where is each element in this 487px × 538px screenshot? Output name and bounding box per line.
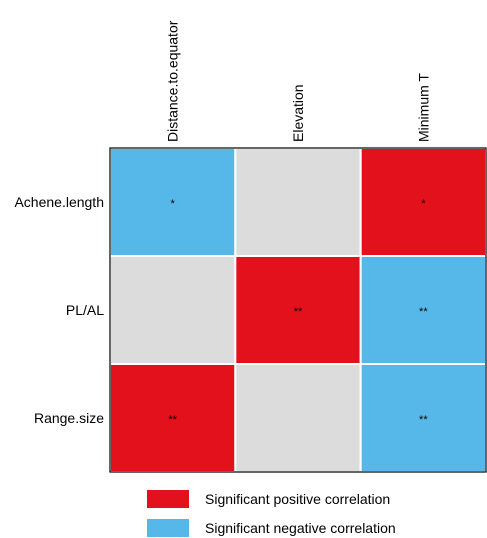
legend-swatch-positive [147, 490, 189, 508]
significance-mark: * [171, 198, 176, 210]
column-labels: Distance.to.equator Elevation Minimum T [165, 20, 432, 142]
significance-mark: ** [419, 414, 428, 426]
heatmap-cell-pl-al-elevation [234, 255, 362, 365]
column-label-elevation: Elevation [290, 84, 306, 142]
heatmap-cell-range-size-minimum-t [359, 363, 487, 473]
significance-mark: ** [294, 306, 303, 318]
heatmap-cell-pl-al-distance-to-equator [109, 255, 237, 365]
legend: Significant positive correlation Signific… [147, 490, 396, 537]
heatmap-cell-achene-length-elevation [234, 147, 362, 257]
heatmap-cells: * *** **** ** [109, 147, 487, 473]
legend-swatch-negative [147, 519, 189, 537]
row-label-range-size: Range.size [34, 410, 104, 426]
heatmap-cell-achene-length-minimum-t [359, 147, 487, 257]
heatmap-cell-achene-length-distance-to-equator [109, 147, 237, 257]
column-label-distance-to-equator: Distance.to.equator [165, 20, 181, 142]
legend-label-negative: Significant negative correlation [205, 520, 396, 536]
legend-label-positive: Significant positive correlation [205, 491, 390, 507]
significance-mark: ** [419, 306, 428, 318]
heatmap-frame [109, 147, 487, 473]
heatmap-cell-range-size-elevation [234, 363, 362, 473]
significance-mark: ** [168, 414, 177, 426]
column-label-minimum-t: Minimum T [415, 73, 431, 142]
row-labels: Achene.length PL/AL Range.size [14, 194, 104, 426]
significance-mark: * [421, 198, 426, 210]
row-label-pl-al: PL/AL [66, 302, 104, 318]
row-label-achene-length: Achene.length [14, 194, 104, 210]
